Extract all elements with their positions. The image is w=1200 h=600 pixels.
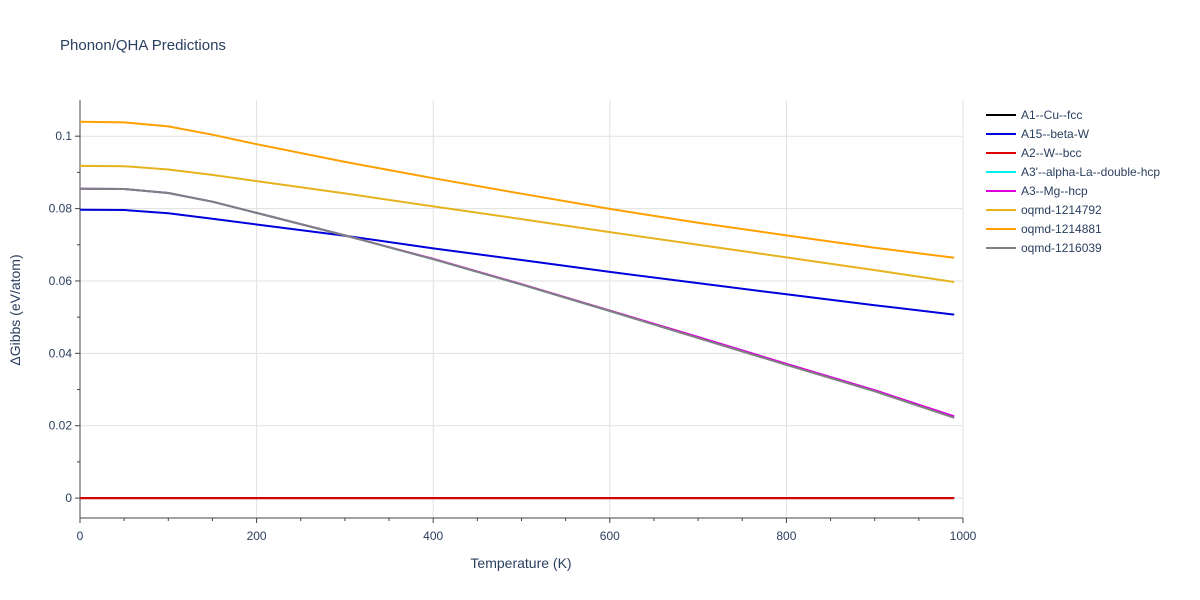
y-tick-label: 0 bbox=[65, 491, 72, 505]
series-lines bbox=[79, 120, 955, 500]
axes: 0 200 400 600 800 1000 0 0.02 0.04 0.06 0.08 0.1 bbox=[49, 100, 977, 543]
legend-item[interactable]: A3--Mg--hcp bbox=[986, 184, 1088, 198]
legend-label: A1--Cu--fcc bbox=[1021, 108, 1082, 122]
legend-label: A3'--alpha-La--double-hcp bbox=[1021, 165, 1160, 179]
x-axis-label: Temperature (K) bbox=[470, 555, 571, 571]
y-axis-label: ΔGibbs (eV/atom) bbox=[7, 254, 23, 365]
legend-item[interactable]: A1--Cu--fcc bbox=[986, 108, 1082, 122]
series-line-3 bbox=[79, 187, 955, 418]
y-tick-label: 0.02 bbox=[49, 419, 73, 433]
series-line-5 bbox=[79, 164, 955, 283]
y-tick-label: 0.06 bbox=[49, 274, 73, 288]
legend-item[interactable]: oqmd-1214881 bbox=[986, 222, 1102, 236]
series-line-7 bbox=[79, 187, 955, 419]
series-line-6 bbox=[79, 120, 955, 259]
y-tick-label: 0.04 bbox=[49, 346, 73, 360]
legend-label: oqmd-1216039 bbox=[1021, 241, 1102, 255]
y-tick-label: 0.08 bbox=[49, 202, 73, 216]
legend-item[interactable]: A2--W--bcc bbox=[986, 146, 1081, 160]
legend-item[interactable]: oqmd-1214792 bbox=[986, 203, 1102, 217]
x-tick-label: 400 bbox=[423, 529, 443, 543]
x-tick-label: 200 bbox=[247, 529, 267, 543]
legend-label: A2--W--bcc bbox=[1021, 146, 1081, 160]
legend-item[interactable]: A15--beta-W bbox=[986, 127, 1090, 141]
x-tick-label: 1000 bbox=[950, 529, 977, 543]
legend-item[interactable]: A3'--alpha-La--double-hcp bbox=[986, 165, 1160, 179]
series-line-1 bbox=[79, 208, 955, 316]
legend-item[interactable]: oqmd-1216039 bbox=[986, 241, 1102, 255]
x-tick-label: 800 bbox=[776, 529, 796, 543]
series-line-4 bbox=[79, 187, 955, 418]
legend-label: A3--Mg--hcp bbox=[1021, 184, 1088, 198]
legend-label: oqmd-1214881 bbox=[1021, 222, 1102, 236]
legend[interactable]: A1--Cu--fcc A15--beta-W A2--W--bcc A3'--alp… bbox=[986, 108, 1160, 255]
x-tick-label: 600 bbox=[600, 529, 620, 543]
chart-title: Phonon/QHA Predictions bbox=[60, 37, 226, 54]
x-tick-label: 0 bbox=[77, 529, 84, 543]
legend-label: oqmd-1214792 bbox=[1021, 203, 1102, 217]
y-tick-label: 0.1 bbox=[55, 129, 72, 143]
grid bbox=[80, 100, 964, 518]
legend-label: A15--beta-W bbox=[1021, 127, 1090, 141]
